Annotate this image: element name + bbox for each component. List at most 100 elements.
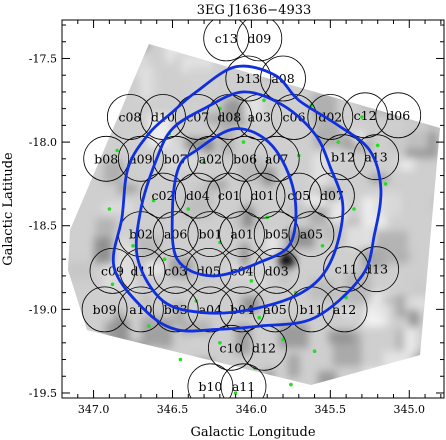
field-label: b10 (198, 379, 222, 394)
sky-texture-patch (123, 342, 145, 360)
sky-texture-patch (97, 88, 108, 104)
sky-texture-patch (289, 203, 306, 219)
sky-texture-patch (187, 389, 210, 420)
field-circle (187, 135, 234, 182)
field-circle (206, 172, 253, 219)
sky-texture-patch (252, 277, 267, 288)
sky-texture-patch (409, 366, 425, 385)
x-tick-label: 345.5 (315, 403, 347, 416)
field-circle (207, 324, 254, 371)
field-label: d07 (320, 188, 344, 203)
source-marker (336, 140, 341, 144)
source-marker (218, 341, 222, 345)
sky-texture-patch (345, 226, 374, 248)
field-label: b12 (331, 150, 355, 165)
sky-texture-patch (266, 22, 296, 31)
field-circle (320, 134, 366, 181)
x-tick-label: 347.0 (78, 403, 110, 416)
field-label: b01 (198, 227, 222, 242)
sky-texture-patch (278, 323, 309, 348)
field-circle (225, 55, 272, 102)
source-marker (293, 290, 298, 295)
field-circle (152, 286, 199, 333)
sky-texture-patch (145, 345, 161, 377)
field-label: b08 (94, 151, 118, 166)
field-label: a08 (271, 71, 294, 86)
sky-texture-patch (399, 160, 414, 171)
sky-texture-patch (418, 372, 440, 385)
sky-texture-patch (287, 354, 300, 378)
field-circle (81, 286, 128, 333)
field-circle (288, 211, 335, 258)
field-label: a01 (230, 227, 253, 242)
field-label: c11 (335, 262, 358, 277)
source-marker (202, 160, 206, 164)
sky-texture-patch (311, 93, 338, 124)
sky-texture-patch (363, 313, 381, 328)
confidence-contours (111, 64, 383, 333)
x-tick-label: 345.0 (394, 403, 426, 416)
sky-texture-patch (243, 206, 253, 229)
field-circle (119, 247, 166, 294)
sky-texture-patch (83, 44, 114, 49)
field-label: c02 (152, 188, 175, 203)
field-label: b05 (265, 227, 289, 242)
source-marker (383, 182, 388, 186)
field-circle (220, 363, 267, 398)
field-circle (219, 247, 265, 294)
field-label: d06 (386, 108, 410, 123)
sky-texture-patch (144, 261, 166, 275)
sky-texture-patch (104, 321, 120, 352)
sky-texture-patch (329, 62, 353, 73)
field-label: c06 (283, 110, 306, 125)
source-marker (131, 244, 135, 248)
sky-texture-patch (112, 66, 124, 94)
field-circle (307, 94, 354, 140)
source-marker (107, 207, 112, 211)
field-circle (239, 172, 286, 219)
sky-texture-patch (266, 233, 278, 255)
sky-texture-patch (128, 353, 155, 384)
field-label: a02 (199, 151, 222, 166)
source-marker (162, 257, 167, 262)
field-label: b13 (236, 71, 260, 86)
field-circle (89, 247, 136, 294)
sky-texture-patch (405, 297, 427, 310)
source-marker (352, 207, 356, 211)
field-label: a03 (248, 110, 271, 125)
field-circle (253, 135, 300, 182)
field-circle (353, 246, 400, 293)
sky-texture-patch (148, 78, 159, 93)
sky-texture-patch (390, 136, 399, 151)
field-label: c13 (215, 31, 238, 46)
field-label: d12 (252, 340, 276, 355)
field-label: c09 (101, 263, 124, 278)
sky-texture-patch (240, 243, 250, 267)
sky-texture-patch (441, 321, 446, 335)
source-marker (147, 324, 151, 328)
field-circle (219, 211, 265, 258)
x-axis-label: Galactic Longitude (190, 425, 315, 440)
y-tick-label: -18.5 (29, 220, 57, 233)
sky-texture-patch (71, 155, 89, 166)
sky-texture-patch (428, 66, 440, 96)
sky-texture-patch (114, 310, 123, 323)
field-label: b11 (299, 302, 323, 317)
source-marker (233, 391, 238, 395)
sky-texture-patch (421, 79, 430, 98)
field-label: c10 (219, 340, 242, 355)
sky-texture-patch (426, 96, 440, 128)
source-markers (107, 98, 388, 395)
sky-texture-patch (128, 44, 149, 53)
field-circle (174, 172, 221, 219)
sky-texture-patch (182, 198, 212, 219)
source-marker (178, 357, 183, 362)
sky-texture-patch (375, 231, 408, 265)
sky-texture-patch (95, 218, 116, 236)
y-axis-label: Galactic Latitude (1, 152, 16, 266)
sky-texture-patch (134, 44, 149, 76)
field-label: d02 (318, 110, 342, 125)
sky-texture-patch (68, 141, 93, 151)
sky-texture-patch (311, 301, 343, 323)
field-circle (203, 20, 250, 62)
